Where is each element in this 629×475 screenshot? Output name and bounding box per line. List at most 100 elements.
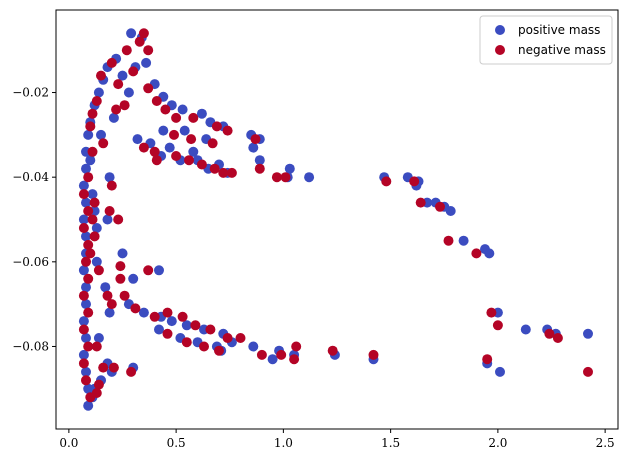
data-point-negative-3 bbox=[143, 45, 154, 56]
data-point-negative-84 bbox=[93, 379, 104, 390]
data-point-positive-107 bbox=[100, 282, 111, 293]
data-point-negative-56 bbox=[115, 261, 126, 272]
data-point-positive-73 bbox=[166, 316, 177, 327]
data-point-negative-74 bbox=[327, 345, 338, 356]
data-point-negative-36 bbox=[409, 176, 420, 187]
data-point-positive-19 bbox=[83, 129, 94, 140]
data-point-negative-19 bbox=[169, 129, 179, 140]
data-point-positive-50 bbox=[458, 235, 469, 246]
points-layer bbox=[78, 28, 593, 411]
data-point-positive-9 bbox=[93, 87, 104, 98]
data-point-negative-22 bbox=[250, 134, 261, 145]
data-point-positive-5 bbox=[141, 57, 152, 68]
data-point-negative-14 bbox=[188, 112, 199, 123]
data-point-negative-47 bbox=[83, 273, 94, 284]
data-point-positive-109 bbox=[96, 129, 106, 140]
data-point-positive-56 bbox=[81, 231, 91, 242]
data-point-negative-26 bbox=[184, 155, 194, 166]
data-point-negative-55 bbox=[143, 265, 154, 276]
data-point-positive-89 bbox=[520, 324, 531, 335]
data-point-positive-29 bbox=[188, 146, 199, 157]
data-point-negative-72 bbox=[289, 354, 300, 365]
data-point-negative-70 bbox=[256, 349, 267, 360]
data-point-negative-101 bbox=[85, 248, 96, 259]
data-point-negative-62 bbox=[190, 320, 201, 331]
data-point-negative-11 bbox=[119, 100, 130, 111]
data-point-negative-15 bbox=[211, 121, 222, 132]
x-tick-label: 0.5 bbox=[167, 436, 186, 450]
data-point-negative-8 bbox=[143, 83, 154, 94]
data-point-negative-45 bbox=[83, 239, 94, 250]
data-point-positive-21 bbox=[179, 125, 190, 136]
data-point-negative-42 bbox=[78, 189, 89, 200]
data-point-negative-94 bbox=[98, 138, 109, 149]
x-tick-label: 1.0 bbox=[274, 436, 293, 450]
axes-layer: 0.0 0.5 1.0 1.5 2.0 2.5 −0.08 −0.06 −0.04 −0.02 bbox=[12, 86, 614, 450]
data-point-negative-88 bbox=[104, 206, 115, 216]
data-point-negative-1 bbox=[134, 36, 145, 47]
data-point-negative-93 bbox=[87, 146, 98, 157]
data-point-positive-77 bbox=[154, 324, 164, 335]
data-point-negative-32 bbox=[271, 172, 282, 183]
data-point-positive-102 bbox=[91, 256, 102, 267]
data-point-negative-13 bbox=[171, 112, 182, 123]
data-point-positive-36 bbox=[254, 155, 265, 166]
data-point-positive-31 bbox=[81, 163, 91, 174]
data-point-positive-105 bbox=[104, 172, 115, 183]
data-point-positive-14 bbox=[177, 104, 188, 115]
data-point-positive-61 bbox=[78, 316, 89, 327]
data-point-positive-74 bbox=[181, 320, 192, 331]
data-point-positive-28 bbox=[164, 142, 175, 153]
data-point-positive-49 bbox=[445, 206, 456, 216]
data-point-negative-38 bbox=[435, 201, 445, 212]
data-point-negative-28 bbox=[196, 159, 207, 170]
data-point-negative-37 bbox=[415, 197, 426, 208]
data-point-negative-59 bbox=[149, 311, 160, 322]
data-point-negative-95 bbox=[111, 104, 122, 115]
data-point-negative-41 bbox=[83, 172, 94, 183]
data-point-positive-62 bbox=[81, 333, 91, 343]
data-point-negative-31 bbox=[254, 163, 265, 174]
data-point-negative-53 bbox=[81, 375, 91, 386]
data-point-negative-77 bbox=[492, 320, 503, 331]
x-tick-label: 0.0 bbox=[59, 436, 78, 450]
data-point-negative-43 bbox=[83, 206, 94, 216]
data-point-negative-44 bbox=[78, 223, 89, 233]
data-point-negative-100 bbox=[113, 214, 124, 225]
data-point-negative-34 bbox=[209, 163, 220, 174]
data-point-negative-49 bbox=[83, 307, 94, 318]
data-point-negative-25 bbox=[171, 151, 182, 161]
data-point-negative-86 bbox=[108, 362, 119, 373]
data-point-positive-113 bbox=[93, 333, 104, 343]
data-point-negative-96 bbox=[89, 231, 100, 242]
data-point-negative-67 bbox=[199, 341, 209, 352]
data-point-negative-46 bbox=[81, 256, 91, 267]
data-point-negative-99 bbox=[115, 273, 126, 284]
y-tick-label: −0.04 bbox=[12, 170, 49, 184]
data-point-negative-12 bbox=[160, 104, 171, 115]
legend-label-positive-mass: positive mass bbox=[518, 23, 600, 37]
x-tick-label: 2.5 bbox=[596, 436, 615, 450]
data-point-negative-57 bbox=[119, 290, 130, 301]
data-point-negative-16 bbox=[222, 125, 233, 136]
data-point-positive-84 bbox=[267, 354, 278, 365]
data-point-negative-68 bbox=[214, 345, 224, 356]
data-point-negative-17 bbox=[87, 108, 98, 119]
data-point-positive-58 bbox=[78, 265, 89, 276]
data-point-positive-26 bbox=[132, 134, 143, 145]
data-point-negative-50 bbox=[78, 324, 89, 335]
data-point-negative-69 bbox=[235, 333, 246, 343]
data-point-negative-80 bbox=[583, 366, 593, 377]
data-point-negative-65 bbox=[162, 328, 173, 339]
data-point-positive-69 bbox=[117, 248, 128, 259]
data-point-negative-71 bbox=[276, 349, 287, 360]
data-point-positive-66 bbox=[83, 400, 94, 411]
data-point-negative-35 bbox=[381, 176, 392, 187]
data-point-negative-81 bbox=[482, 354, 493, 365]
data-point-positive-15 bbox=[196, 108, 207, 119]
data-point-negative-63 bbox=[205, 324, 216, 335]
data-point-negative-61 bbox=[177, 311, 188, 322]
data-point-positive-111 bbox=[91, 223, 102, 233]
